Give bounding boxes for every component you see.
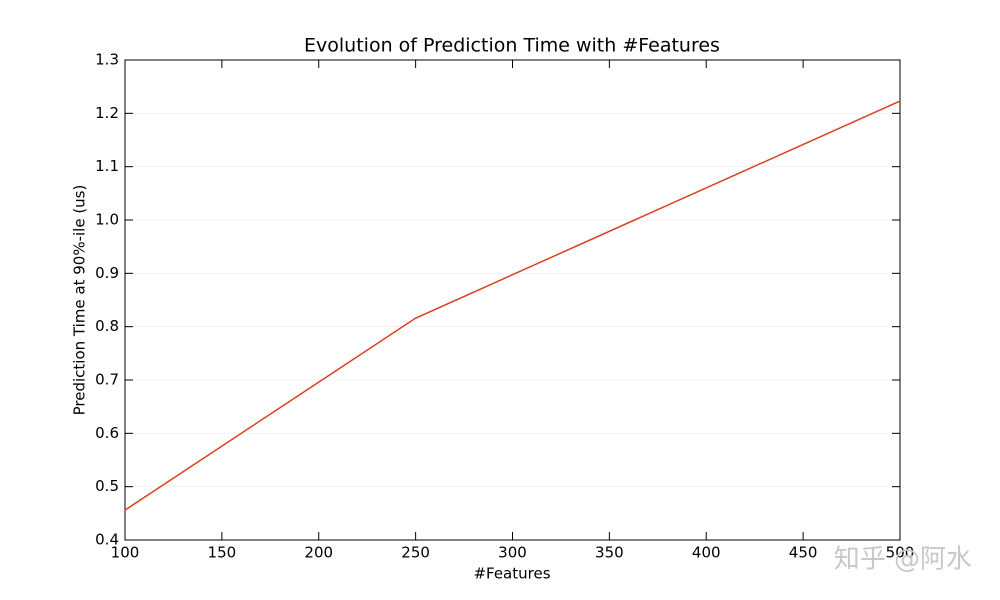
x-tick-label: 300 [498, 544, 527, 562]
y-tick-label: 1.2 [95, 104, 119, 122]
y-tick-label: 1.1 [95, 157, 119, 175]
plot-frame [124, 59, 901, 541]
y-tick-label: 1.3 [95, 51, 119, 69]
x-axis-label: #Features [473, 565, 550, 583]
y-tick-label: 0.4 [95, 531, 119, 549]
y-tick-label: 0.5 [95, 477, 119, 495]
data-line [124, 100, 901, 511]
y-tick-label: 1.0 [95, 211, 119, 229]
x-tick-label: 500 [886, 544, 915, 562]
x-tick-label: 150 [208, 544, 237, 562]
chart-title: Evolution of Prediction Time with #Featu… [304, 35, 720, 57]
y-tick-label: 0.6 [95, 424, 119, 442]
y-axis-label: Prediction Time at 90%-ile (us) [71, 185, 89, 416]
x-tick-label: 350 [595, 544, 624, 562]
x-tick-label: 400 [692, 544, 721, 562]
y-tick-label: 0.8 [95, 317, 119, 335]
y-tick-label: 0.7 [95, 371, 119, 389]
x-tick-label: 250 [401, 544, 430, 562]
x-tick-label: 200 [304, 544, 333, 562]
x-tick-label: 450 [789, 544, 818, 562]
watermark: 知乎 @阿水 [834, 545, 972, 575]
y-tick-label: 0.9 [95, 264, 119, 282]
x-tick-label: 100 [111, 544, 140, 562]
